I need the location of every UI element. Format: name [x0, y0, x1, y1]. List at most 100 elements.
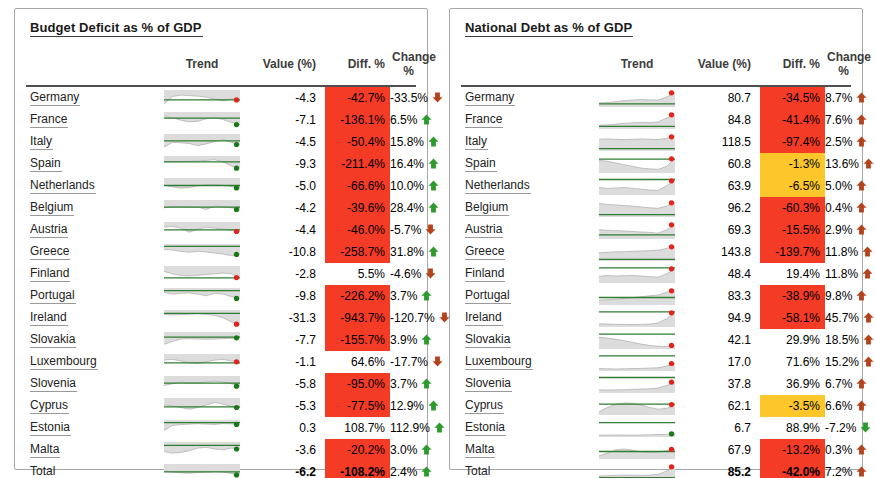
column-header-diff[interactable]: Diff. %: [760, 47, 825, 86]
country-link[interactable]: Total: [465, 464, 491, 478]
arrow-up-icon: [428, 180, 439, 191]
country-link[interactable]: Netherlands: [30, 178, 96, 194]
country-link[interactable]: Luxembourg: [30, 354, 98, 370]
country-link[interactable]: Malta: [465, 442, 495, 458]
budget-deficit-title[interactable]: Budget Deficit as % of GDP: [30, 20, 203, 37]
country-link[interactable]: Portugal: [465, 288, 511, 304]
change-value: 7.2%: [825, 465, 852, 478]
spark-end-dot-red: [669, 244, 674, 249]
column-header-change[interactable]: Change %: [825, 47, 851, 86]
change-value: 7.6%: [825, 113, 852, 127]
country-cell: Greece: [461, 241, 591, 263]
change-cell: 2.9%: [825, 219, 851, 241]
country-link[interactable]: Cyprus: [30, 398, 69, 414]
column-header-trend[interactable]: Trend: [156, 47, 248, 86]
change-cell: 2.5%: [825, 131, 851, 153]
country-link[interactable]: Finland: [465, 266, 505, 282]
country-link[interactable]: Ireland: [465, 310, 503, 326]
country-link[interactable]: Ireland: [30, 310, 68, 326]
diff-cell: -38.9%: [760, 285, 825, 307]
table-row: Malta 67.9-13.2%0.3%: [461, 439, 851, 461]
country-link[interactable]: Greece: [465, 244, 505, 260]
value-cell: -9.8: [248, 285, 325, 307]
diff-cell: -13.2%: [760, 439, 825, 461]
trend-cell: [156, 307, 248, 329]
country-link[interactable]: Luxembourg: [465, 354, 533, 370]
country-link[interactable]: Malta: [30, 442, 60, 458]
national-debt-title[interactable]: National Debt as % of GDP: [465, 20, 633, 37]
trend-sparkline: [164, 398, 240, 415]
column-header-value[interactable]: Value (%): [248, 47, 325, 86]
country-link[interactable]: Spain: [30, 156, 62, 172]
value-cell: 80.7: [683, 86, 760, 109]
country-link[interactable]: Estonia: [465, 420, 506, 436]
country-link[interactable]: Slovakia: [465, 332, 511, 348]
country-link[interactable]: France: [465, 112, 503, 128]
change-value: 18.5%: [825, 333, 859, 347]
diff-cell: -258.7%: [325, 241, 390, 263]
arrow-up-icon: [862, 268, 873, 279]
column-header-trend[interactable]: Trend: [591, 47, 683, 86]
country-link[interactable]: Slovakia: [30, 332, 76, 348]
country-cell: Italy: [26, 131, 156, 153]
diff-cell: -77.5%: [325, 395, 390, 417]
change-value: 5.0%: [825, 179, 852, 193]
value-cell: 67.9: [683, 439, 760, 461]
total-row: Total-6.2-108.2%2.4%: [26, 461, 416, 478]
change-value: 0.3%: [825, 443, 852, 457]
change-cell: 6.7%: [825, 373, 851, 395]
country-link[interactable]: Netherlands: [465, 178, 531, 194]
arrow-up-icon: [856, 444, 867, 455]
diff-cell: -97.4%: [760, 131, 825, 153]
country-link[interactable]: Greece: [30, 244, 70, 260]
trend-cell: [591, 351, 683, 373]
trend-sparkline: [164, 310, 240, 327]
value-cell: 48.4: [683, 263, 760, 285]
country-link[interactable]: Spain: [465, 156, 497, 172]
country-link[interactable]: France: [30, 112, 68, 128]
arrow-down-icon: [432, 356, 443, 367]
trend-sparkline: [164, 112, 240, 129]
country-link[interactable]: Belgium: [30, 200, 74, 216]
country-cell: Portugal: [461, 285, 591, 307]
country-cell: Malta: [26, 439, 156, 461]
column-header-value[interactable]: Value (%): [683, 47, 760, 86]
country-link[interactable]: Germany: [465, 90, 515, 106]
change-value: 3.9%: [390, 333, 417, 347]
trend-cell: [591, 285, 683, 307]
value-cell: 60.8: [683, 153, 760, 175]
trend-cell: [591, 417, 683, 439]
country-link[interactable]: Finland: [30, 266, 70, 282]
arrow-up-icon: [863, 158, 874, 169]
country-link[interactable]: Slovenia: [30, 376, 77, 392]
budget-deficit-table: Trend Value (%) Diff. % Change % Germany…: [26, 47, 416, 478]
country-link[interactable]: Belgium: [465, 200, 509, 216]
country-link[interactable]: Portugal: [30, 288, 76, 304]
country-link[interactable]: Italy: [465, 134, 488, 150]
country-link[interactable]: Cyprus: [465, 398, 504, 414]
diff-cell: -42.7%: [325, 86, 390, 109]
trend-sparkline: [599, 266, 675, 283]
country-link[interactable]: Italy: [30, 134, 53, 150]
trend-sparkline: [599, 420, 675, 437]
column-header-change[interactable]: Change %: [390, 47, 416, 86]
table-row: Cyprus62.1-3.5%6.6%: [461, 395, 851, 417]
value-cell: 63.9: [683, 175, 760, 197]
column-header-diff[interactable]: Diff. %: [325, 47, 390, 86]
diff-cell: -1.3%: [760, 153, 825, 175]
country-link[interactable]: Estonia: [30, 420, 71, 436]
country-link[interactable]: Slovenia: [465, 376, 512, 392]
country-link[interactable]: Total: [30, 464, 56, 478]
country-cell: Germany: [26, 86, 156, 109]
change-value: 3.7%: [390, 377, 417, 391]
country-cell: Luxembourg: [461, 351, 591, 373]
column-header-country: [461, 47, 591, 86]
country-link[interactable]: Germany: [30, 90, 80, 106]
country-link[interactable]: Austria: [30, 222, 68, 238]
country-cell: Cyprus: [461, 395, 591, 417]
trend-sparkline: [599, 464, 675, 478]
change-cell: 15.8%: [390, 131, 416, 153]
arrow-up-icon: [856, 202, 867, 213]
country-link[interactable]: Austria: [465, 222, 503, 238]
change-cell: 8.7%: [825, 86, 851, 109]
